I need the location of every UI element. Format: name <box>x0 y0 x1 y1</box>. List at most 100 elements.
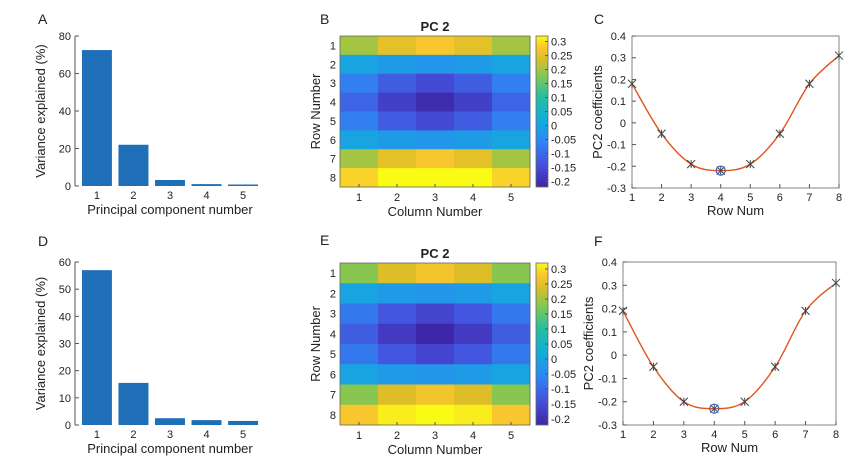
x-tick-label: 5 <box>508 192 514 204</box>
colorbar-tick-label: -0.1 <box>551 148 570 160</box>
colorbar-tick-label: 0.3 <box>551 37 566 49</box>
x-tick-label: 5 <box>742 429 748 441</box>
heatmap-cell <box>378 303 417 325</box>
y-tick-label: 7 <box>330 154 336 166</box>
heatmap-cell <box>454 323 493 345</box>
colorbar-tick-label: -0.2 <box>551 176 570 188</box>
bar-5 <box>228 184 259 186</box>
heatmap-cell <box>454 149 493 169</box>
colorbar-tick-label: -0.1 <box>551 384 570 396</box>
heatmap-cell <box>416 149 455 169</box>
x-tick-label: 3 <box>432 430 438 442</box>
x-tick-label: 5 <box>240 429 246 441</box>
y-tick-label: 0 <box>611 350 617 362</box>
x-axis-label: Row Num <box>707 203 764 218</box>
y-tick-label: 4 <box>330 329 336 341</box>
x-tick-label: 2 <box>130 429 136 441</box>
heatmap-cell <box>340 92 379 112</box>
colorbar-tick-label: 0.05 <box>551 339 572 351</box>
y-tick-label: -0.3 <box>607 183 626 195</box>
colorbar-tick-label: 0.15 <box>551 79 572 91</box>
y-tick-label: 0.3 <box>602 280 617 292</box>
x-tick-label: 4 <box>203 190 209 202</box>
bar-2 <box>118 382 149 425</box>
heatmap-cell <box>454 283 493 304</box>
heatmap-cell <box>492 111 531 131</box>
data-point-marker <box>679 397 689 407</box>
heatmap-title: PC 2 <box>421 19 450 34</box>
y-tick-label: 0.4 <box>602 257 617 269</box>
colorbar-tick-label: 0.1 <box>551 324 566 336</box>
data-point-marker <box>657 129 666 139</box>
y-tick-label: 3 <box>330 78 336 90</box>
data-point-marker <box>775 129 785 139</box>
plot-frame <box>622 261 837 426</box>
y-tick-label: 1 <box>330 268 336 280</box>
y-tick-label: 0.4 <box>611 31 626 43</box>
fitted-curve <box>631 55 840 172</box>
colorbar-tick-label: 0.2 <box>551 294 566 306</box>
colorbar-tick-label: -0.15 <box>551 162 576 174</box>
heatmap-cell <box>378 283 417 304</box>
heatmap-cell <box>492 364 531 385</box>
x-axis-label: Column Number <box>388 442 483 457</box>
y-tick-label: 60 <box>59 69 71 81</box>
fitted-curve <box>622 282 837 410</box>
x-axis-label: Column Number <box>388 204 483 219</box>
y-axis-label: PC2 coefficients <box>581 296 596 390</box>
x-tick-label: 2 <box>394 192 400 204</box>
heatmap-cell <box>416 130 455 150</box>
y-tick-label: 8 <box>330 410 336 422</box>
y-tick-label: 40 <box>59 311 71 323</box>
heatmap-cell <box>492 283 531 304</box>
x-tick-label: 2 <box>394 430 400 442</box>
data-point-marker <box>834 51 844 60</box>
panel-label-a: A <box>38 11 48 27</box>
x-tick-label: 3 <box>167 429 173 441</box>
bar-1 <box>81 270 112 425</box>
colorbar-tick-label: 0.2 <box>551 65 566 77</box>
heatmap-cell <box>454 364 493 385</box>
panel-label-e: E <box>320 232 329 248</box>
heatmap-cell <box>340 111 379 131</box>
x-tick-label: 8 <box>836 192 842 204</box>
heatmap-cell <box>416 54 455 75</box>
heatmap-cell <box>454 384 493 406</box>
heatmap-cell <box>492 323 531 345</box>
heatmap-cell <box>416 344 455 365</box>
heatmap-cell <box>378 344 417 365</box>
heatmap-cell <box>416 73 455 94</box>
bar-5 <box>228 420 259 425</box>
heatmap-cell <box>492 303 531 325</box>
heatmap-cell <box>378 36 417 56</box>
heatmap-cell <box>454 54 493 75</box>
heatmap-title: PC 2 <box>421 246 450 261</box>
y-tick-label: 8 <box>330 173 336 185</box>
x-tick-label: 1 <box>94 429 100 441</box>
heatmap-cell <box>340 168 379 188</box>
heatmap-cell <box>454 344 493 365</box>
x-tick-label: 7 <box>806 192 812 204</box>
heatmap-cell <box>340 303 379 325</box>
heatmap-cell <box>492 344 531 365</box>
data-point-marker <box>831 278 841 288</box>
y-tick-label: 4 <box>330 97 336 109</box>
minimum-highlight-circle <box>709 403 720 414</box>
data-point-marker <box>740 397 750 407</box>
colorbar-tick-label: 0 <box>551 354 557 366</box>
data-point-marker <box>801 306 810 316</box>
colorbar-tick-label: -0.2 <box>551 414 570 426</box>
heatmap-cell <box>340 283 379 304</box>
heatmap-cell <box>454 111 493 131</box>
heatmap-cell <box>416 364 455 385</box>
x-tick-label: 6 <box>777 192 783 204</box>
heatmap-cell <box>340 36 379 56</box>
y-tick-label: 0.2 <box>611 74 626 86</box>
data-point-marker <box>745 159 755 169</box>
data-point-marker <box>709 404 719 414</box>
x-tick-label: 4 <box>718 192 724 204</box>
colorbar-tick-label: 0 <box>551 120 557 132</box>
y-tick-label: 20 <box>59 144 71 156</box>
panel-label-c: C <box>594 11 604 27</box>
